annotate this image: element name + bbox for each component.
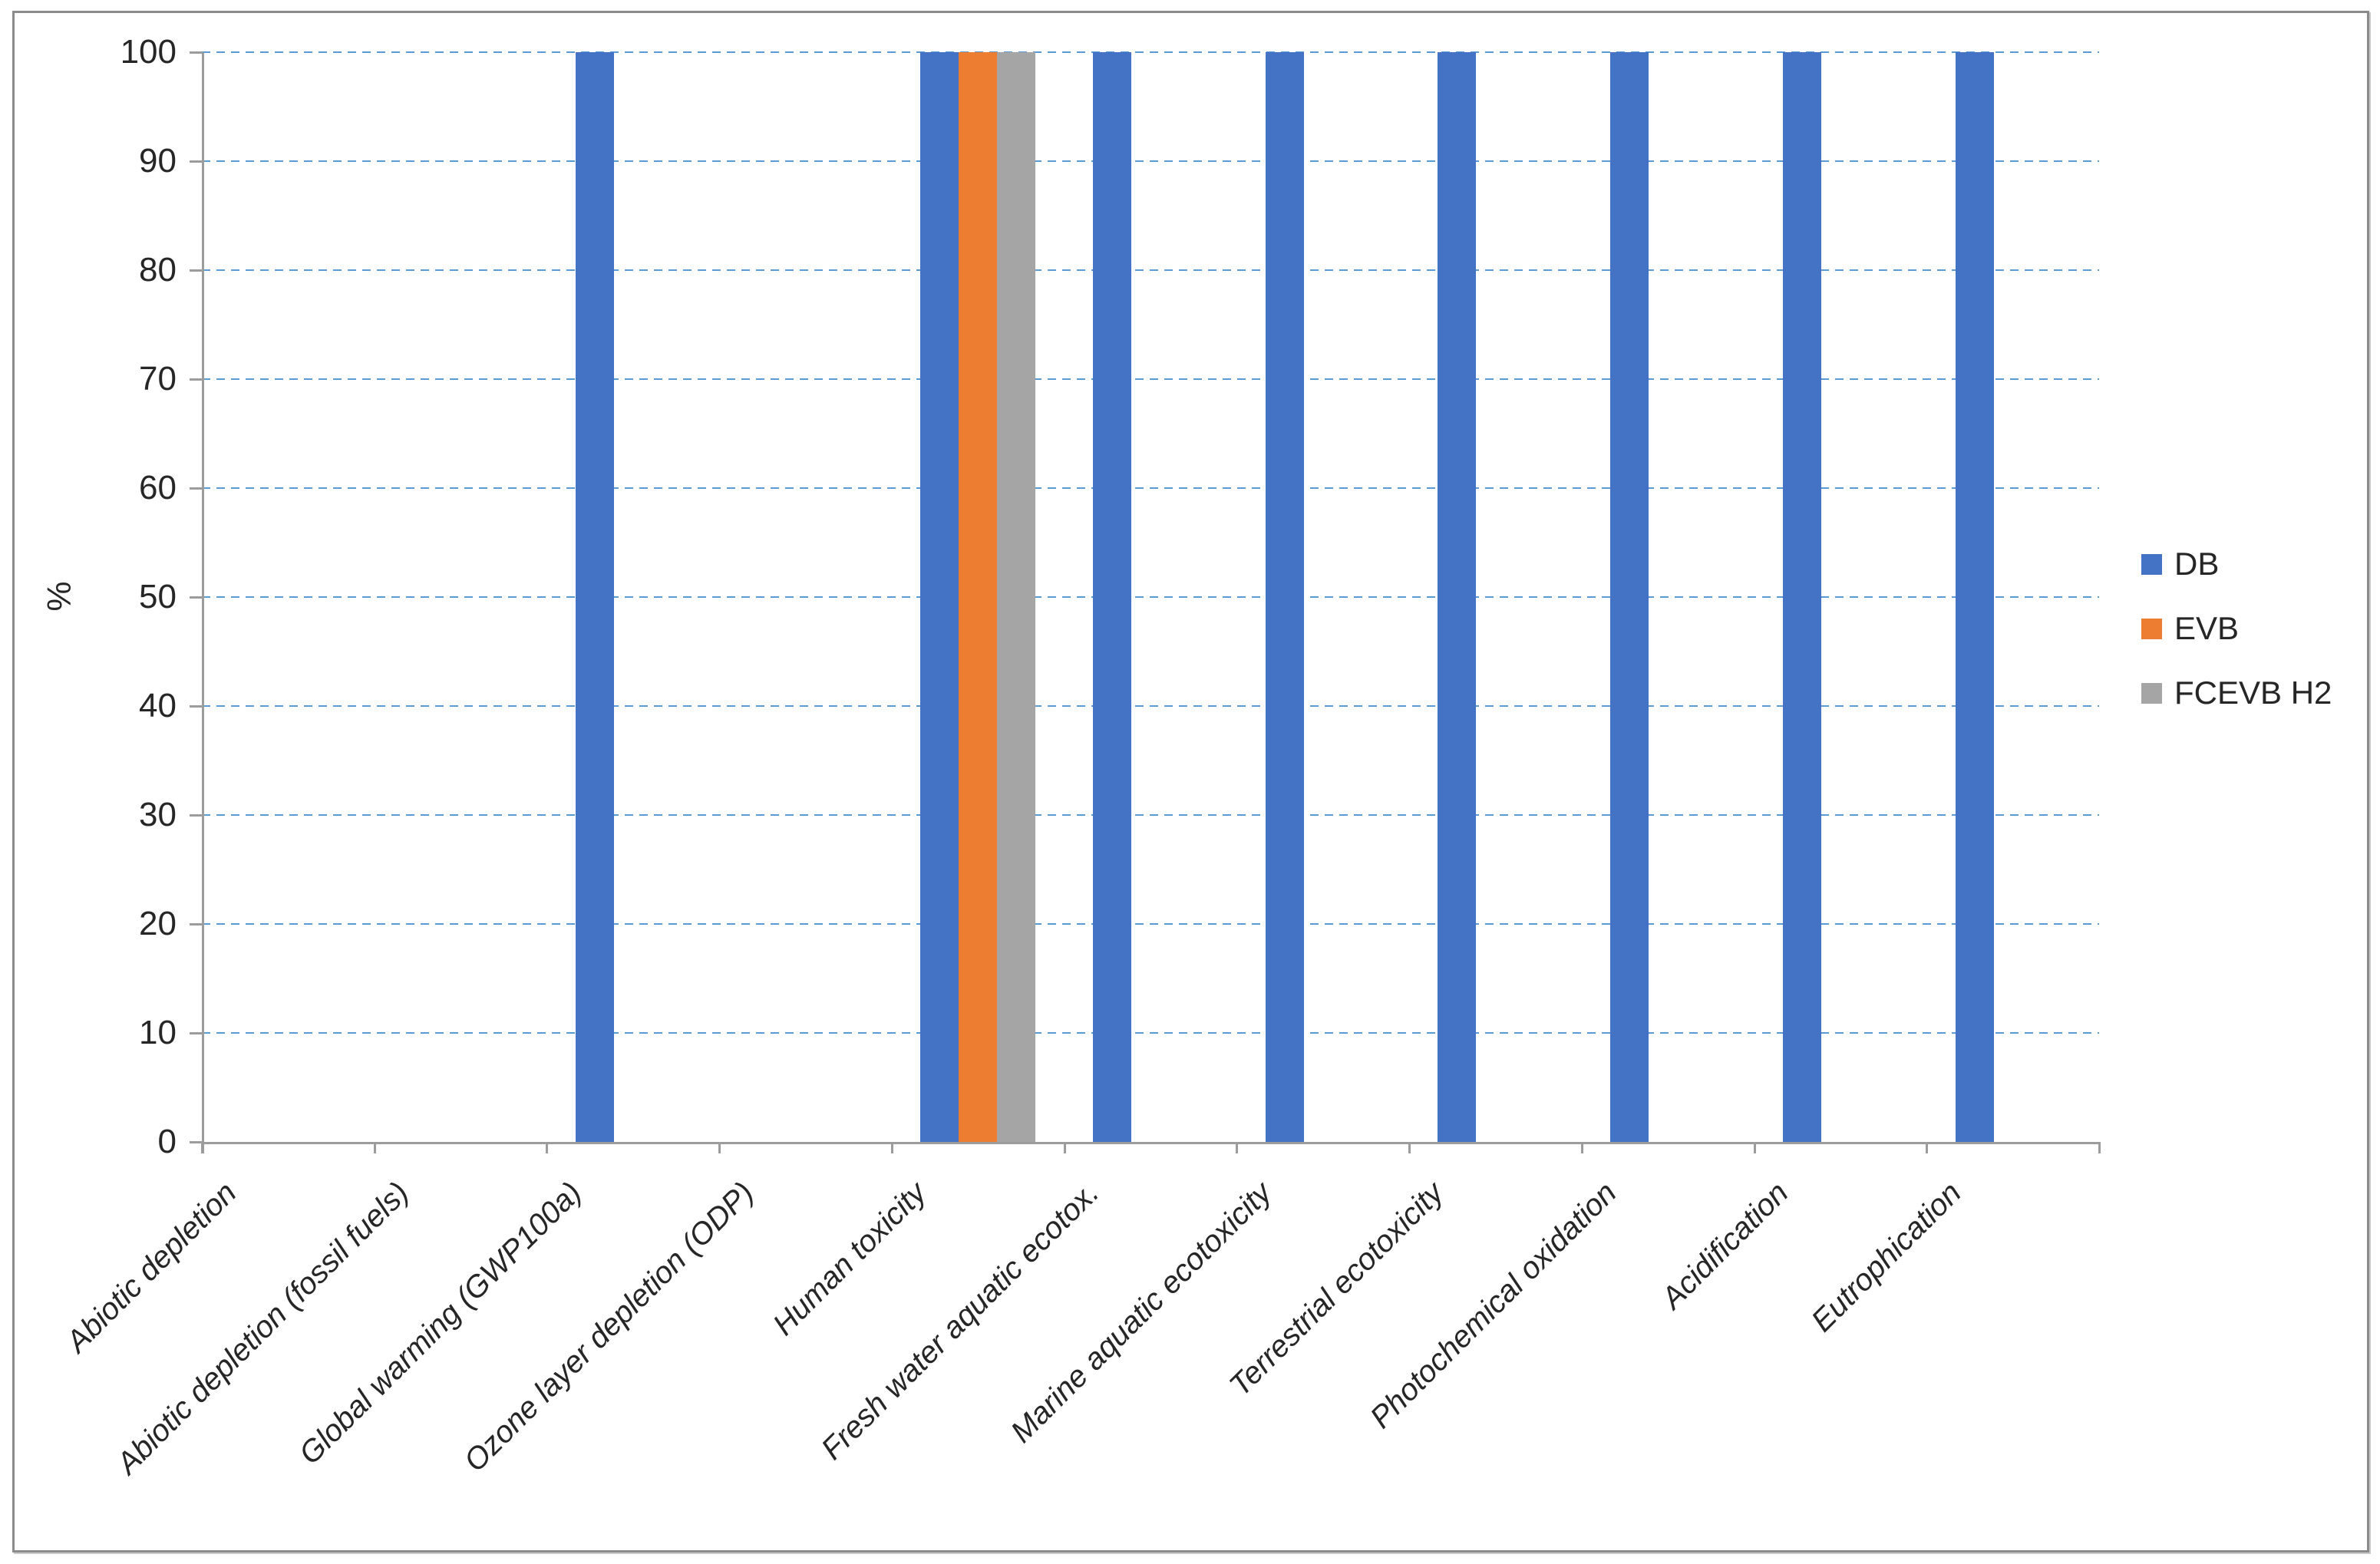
legend-item: EVB	[2141, 610, 2239, 647]
gridline	[202, 160, 2099, 162]
bar-fcevb-h2	[997, 52, 1036, 1142]
chart-outer-border	[12, 11, 2369, 1552]
x-axis-line	[202, 1142, 2099, 1144]
y-axis-tick-label: 60	[139, 469, 177, 506]
x-axis-tick-mark	[546, 1142, 549, 1153]
gridline	[202, 378, 2099, 380]
gridline	[202, 487, 2099, 489]
legend-label: EVB	[2174, 610, 2240, 646]
gridline	[202, 814, 2099, 816]
bar-db	[575, 52, 614, 1142]
gridline	[202, 269, 2099, 271]
y-axis-tick-label: 70	[139, 360, 177, 398]
gridline	[202, 596, 2099, 598]
y-axis-tick-mark	[190, 1141, 202, 1143]
bar-db	[920, 52, 959, 1142]
gridline	[202, 705, 2099, 707]
y-axis-tick-label: 90	[139, 142, 177, 180]
y-axis-tick-mark	[190, 51, 202, 54]
x-axis-tick-mark	[718, 1142, 721, 1153]
legend-swatch-evb	[2141, 618, 2162, 639]
y-axis-tick-label: 20	[139, 905, 177, 942]
x-axis-tick-mark	[1926, 1142, 1929, 1153]
y-axis-tick-label: 100	[120, 33, 177, 71]
bar-db	[1610, 52, 1649, 1142]
legend-item: DB	[2141, 546, 2219, 582]
x-axis-tick-mark	[201, 1142, 203, 1153]
bar-db	[1265, 52, 1304, 1142]
bar-db	[1782, 52, 1821, 1142]
x-axis-tick-mark	[1408, 1142, 1411, 1153]
x-axis-tick-mark	[890, 1142, 893, 1153]
y-axis-tick-mark	[190, 596, 202, 599]
y-axis-tick-mark	[190, 487, 202, 490]
y-axis-line	[202, 52, 204, 1153]
gridline	[202, 51, 2099, 53]
bar-db	[1093, 52, 1131, 1142]
legend-label: DB	[2174, 546, 2220, 582]
bar-db	[1438, 52, 1477, 1142]
x-axis-tick-mark	[373, 1142, 376, 1153]
y-axis-tick-label: 0	[157, 1123, 177, 1160]
y-axis-tick-mark	[190, 160, 202, 163]
legend-label: FCEVB H2	[2174, 675, 2332, 711]
legend-swatch-fcevb-h2	[2141, 682, 2162, 704]
x-axis-tick-mark	[1236, 1142, 1239, 1153]
x-axis-tick-mark	[1753, 1142, 1756, 1153]
bar-evb	[959, 52, 998, 1142]
y-axis-tick-label: 50	[139, 578, 177, 615]
y-axis-tick-label: 80	[139, 251, 177, 289]
gridline	[202, 1032, 2099, 1034]
legend-item: FCEVB H2	[2141, 675, 2332, 711]
y-axis-tick-label: 10	[139, 1014, 177, 1051]
y-axis-tick-label: 30	[139, 796, 177, 833]
y-axis-tick-mark	[190, 705, 202, 708]
x-axis-tick-mark	[2098, 1142, 2101, 1153]
y-axis-tick-mark	[190, 378, 202, 381]
y-axis-tick-label: 40	[139, 687, 177, 724]
x-axis-tick-mark	[1580, 1142, 1583, 1153]
legend-swatch-db	[2141, 553, 2162, 575]
y-axis-tick-mark	[190, 269, 202, 272]
x-axis-tick-mark	[1063, 1142, 1066, 1153]
y-axis-tick-mark	[190, 923, 202, 926]
y-axis-tick-mark	[190, 814, 202, 817]
y-axis-tick-mark	[190, 1032, 202, 1034]
bar-db	[1955, 52, 1994, 1142]
gridline	[202, 923, 2099, 925]
